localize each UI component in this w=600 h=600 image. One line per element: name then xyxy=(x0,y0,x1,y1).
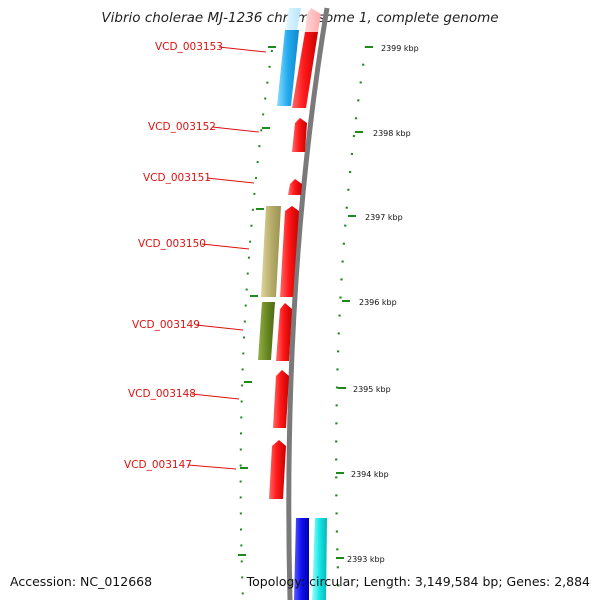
map-title: Vibrio cholerae MJ-1236 chromosome 1, co… xyxy=(101,10,499,26)
gene-arrow-vcd-003150 xyxy=(280,206,299,297)
gene-label-vcd-003153[interactable]: VCD_003153 xyxy=(155,41,223,53)
tick-ruler xyxy=(335,45,368,600)
feature-cyan xyxy=(312,518,327,600)
feature-olive xyxy=(258,302,275,360)
topology-text: Topology: circular; Length: 3,149,584 bp… xyxy=(246,574,590,589)
gene-arrow-vcd-003147 xyxy=(269,440,286,499)
gene-arrow-vcd-003152 xyxy=(292,118,307,152)
gene-leader-line xyxy=(191,393,240,400)
tick-label: 2396 kbp xyxy=(359,298,397,307)
gene-leader-line xyxy=(187,464,237,470)
feature-lightblue-faded xyxy=(285,8,301,30)
gene-label-vcd-003150[interactable]: VCD_003150 xyxy=(138,238,206,250)
tick-label: 2394 kbp xyxy=(351,470,389,479)
accession-text: Accession: NC_012668 xyxy=(10,574,153,589)
tick-label: 2398 kbp xyxy=(373,129,411,138)
gene-arrow-vcd-003153 xyxy=(292,32,318,108)
gene-arrow-vcd-003148 xyxy=(273,370,289,428)
feature-pink-faded xyxy=(305,8,321,32)
gene-leader-line xyxy=(218,46,267,53)
inner-ruler xyxy=(239,49,273,600)
tick-label: 2399 kbp xyxy=(381,44,419,53)
gene-arrow-vcd-003151 xyxy=(288,179,302,195)
feature-blue xyxy=(294,518,309,600)
gene-label-vcd-003148[interactable]: VCD_003148 xyxy=(128,388,196,400)
gene-leader-line xyxy=(201,243,250,250)
gene-label-vcd-003151[interactable]: VCD_003151 xyxy=(143,172,211,184)
chromosome-backbone xyxy=(286,7,330,600)
gene-label-vcd-003152[interactable]: VCD_003152 xyxy=(148,121,216,133)
tick-label: 2395 kbp xyxy=(353,385,391,394)
gene-leader-line xyxy=(195,324,244,331)
feature-khaki xyxy=(261,206,281,297)
gene-leader-line xyxy=(206,177,255,184)
tick-label: 2393 kbp xyxy=(347,555,385,564)
gene-label-vcd-003149[interactable]: VCD_003149 xyxy=(132,319,200,331)
feature-lightblue xyxy=(277,30,299,106)
gene-label-vcd-003147[interactable]: VCD_003147 xyxy=(124,459,192,471)
gene-leader-line xyxy=(211,126,260,133)
gene-arrow-vcd-003149 xyxy=(276,303,292,361)
tick-label: 2397 kbp xyxy=(365,213,403,222)
